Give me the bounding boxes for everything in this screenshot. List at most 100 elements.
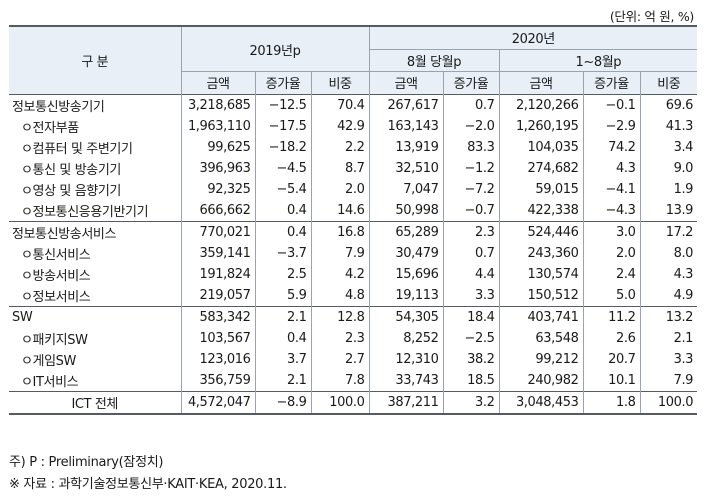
table-row: 정보통신방송기기 3,218,685 −12.5 70.4 267,617 0.7 2,12… [9, 93, 698, 116]
table-cell: 130,574 [499, 263, 584, 285]
table-cell: 8,252 [369, 327, 444, 349]
header-growth: 증가율 [255, 71, 312, 94]
table-cell: 123,016 [181, 348, 256, 370]
table-cell: 267,617 [369, 93, 444, 116]
table-cell: 103,567 [181, 327, 256, 349]
table-cell: −4.3 [583, 199, 641, 221]
header-category: 구 분 [9, 25, 182, 94]
table-cell: −2.5 [443, 327, 500, 349]
table-cell: 770,021 [181, 220, 256, 243]
table-row: ㅇ방송서비스 191,824 2.5 4.2 15,696 4.4 130,574 2.4 4.… [9, 263, 697, 285]
table-cell: 3.3 [443, 284, 500, 306]
table-cell: 69.6 [640, 93, 698, 116]
table-cell: 30,479 [369, 242, 444, 264]
row-label: ㅇ영상 및 음향기기 [9, 178, 182, 200]
table-cell: 2.5 [255, 263, 312, 285]
header-share: 비중 [640, 71, 698, 94]
table-cell: 83.3 [443, 136, 500, 158]
table-cell: 9.0 [673, 160, 694, 176]
table-cell: 387,211 [369, 390, 444, 415]
table-cell: 12,310 [369, 348, 444, 370]
table-cell: 1.9 [673, 181, 694, 197]
table-cell: 3.0 [583, 220, 641, 243]
table-cell: 1.8 [583, 390, 641, 415]
table-row: ㅇIT서비스 356,759 2.1 7.8 33,743 18.5 240,982 10.1… [9, 369, 697, 391]
row-label: ㅇ게임SW [9, 348, 182, 370]
header-jan-aug: 1~8월p [499, 49, 698, 72]
table-cell: 17.2 [640, 220, 698, 243]
ict-statistics-table: 구 분 2019년p 2020년 8월 당월p 1~8월p 금액 증가율 비중 … [9, 25, 698, 415]
row-label: ICT 전체 [9, 390, 182, 415]
table-row: ㅇ통신 및 방송기기 396,963 −4.5 8.7 32,510 −1.2 274,68… [9, 157, 697, 179]
table-cell: −0.7 [443, 199, 500, 221]
table-cell: 11.2 [583, 305, 641, 328]
table-cell: 32,510 [369, 157, 444, 179]
table-cell: 150,512 [499, 284, 584, 306]
table-cell: 8.7 [311, 157, 370, 179]
table-cell: 422,338 [499, 199, 584, 221]
table-cell: 3.3 [673, 351, 694, 367]
row-label: ㅇ패키지SW [9, 327, 182, 349]
table-cell: 14.6 [311, 199, 370, 221]
table-row: ICT 전체 4,572,047 −8.9 100.0 387,211 3.2 3,048,… [9, 390, 698, 415]
table-cell: 3.7 [255, 348, 312, 370]
table-cell: 13,919 [369, 136, 444, 158]
table-cell: 12.8 [311, 305, 370, 328]
table-cell: 104,035 [499, 136, 584, 158]
header-growth: 증가율 [583, 71, 641, 94]
table-cell: 274,682 [499, 157, 584, 179]
table-cell: 524,446 [499, 220, 584, 243]
table-body: 정보통신방송기기 3,218,685 −12.5 70.4 267,617 0.7 2,12… [9, 93, 698, 415]
table-cell: 18.4 [443, 305, 500, 328]
table-cell: 2.4 [583, 263, 641, 285]
table-cell: −2.9 [583, 115, 641, 137]
table-row: ㅇ게임SW 123,016 3.7 2.7 12,310 38.2 99,212 20.7 3.… [9, 348, 697, 370]
table-cell: 1,260,195 [499, 115, 584, 137]
table-cell: 0.7 [443, 93, 500, 116]
row-label: ㅇ통신서비스 [9, 242, 182, 264]
table-cell: 5.0 [583, 284, 641, 306]
row-label: ㅇ컴퓨터 및 주변기기 [9, 136, 182, 158]
table-cell: 583,342 [181, 305, 256, 328]
table-cell: 50,998 [369, 199, 444, 221]
table-cell: 2.7 [311, 348, 370, 370]
table-cell: 2.0 [583, 242, 641, 264]
table-cell: 41.3 [665, 118, 694, 134]
table-cell: 396,963 [181, 157, 256, 179]
table-cell: 7.8 [311, 369, 370, 391]
table-cell: 240,982 [499, 369, 584, 391]
table-cell: −17.5 [255, 115, 312, 137]
table-cell: 42.9 [311, 115, 370, 137]
row-label: ㅇ정보통신응용기반기기 [9, 199, 182, 221]
row-label: SW [9, 305, 182, 328]
table-cell: 99,212 [499, 348, 584, 370]
row-label: 정보통신방송서비스 [9, 220, 182, 243]
table-row: ㅇ컴퓨터 및 주변기기 99,625 −18.2 2.2 13,919 83.3 104,0… [9, 136, 697, 158]
table-cell: 65,289 [369, 220, 444, 243]
table-cell: 38.2 [443, 348, 500, 370]
table-cell: 16.8 [311, 220, 370, 243]
table-cell: −4.1 [583, 178, 641, 200]
table-cell: 92,325 [181, 178, 256, 200]
table-cell: 0.4 [255, 199, 312, 221]
row-label: ㅇ방송서비스 [9, 263, 182, 285]
table-cell: 20.7 [583, 348, 641, 370]
header-amount: 금액 [181, 71, 256, 94]
table-cell: −4.5 [255, 157, 312, 179]
table-cell: 2.1 [255, 369, 312, 391]
table-cell: −0.1 [583, 93, 641, 116]
table-cell: 3,218,685 [181, 93, 256, 116]
table-cell: 4.3 [673, 266, 694, 282]
table-cell: 1,963,110 [181, 115, 256, 137]
table-row: ㅇ통신서비스 359,141 −3.7 7.9 30,479 0.7 243,360 2.0 8… [9, 242, 697, 264]
unit-note: (단위: 억 원, %) [609, 9, 694, 24]
table-cell: 359,141 [181, 242, 256, 264]
table-cell: 666,662 [181, 199, 256, 221]
header-amount: 금액 [499, 71, 584, 94]
table-cell: −8.9 [255, 390, 312, 415]
table-cell: 4.4 [443, 263, 500, 285]
table-cell: −7.2 [443, 178, 500, 200]
table-cell: 70.4 [311, 93, 370, 116]
header-2020: 2020년 [369, 25, 698, 50]
table-cell: 54,305 [369, 305, 444, 328]
